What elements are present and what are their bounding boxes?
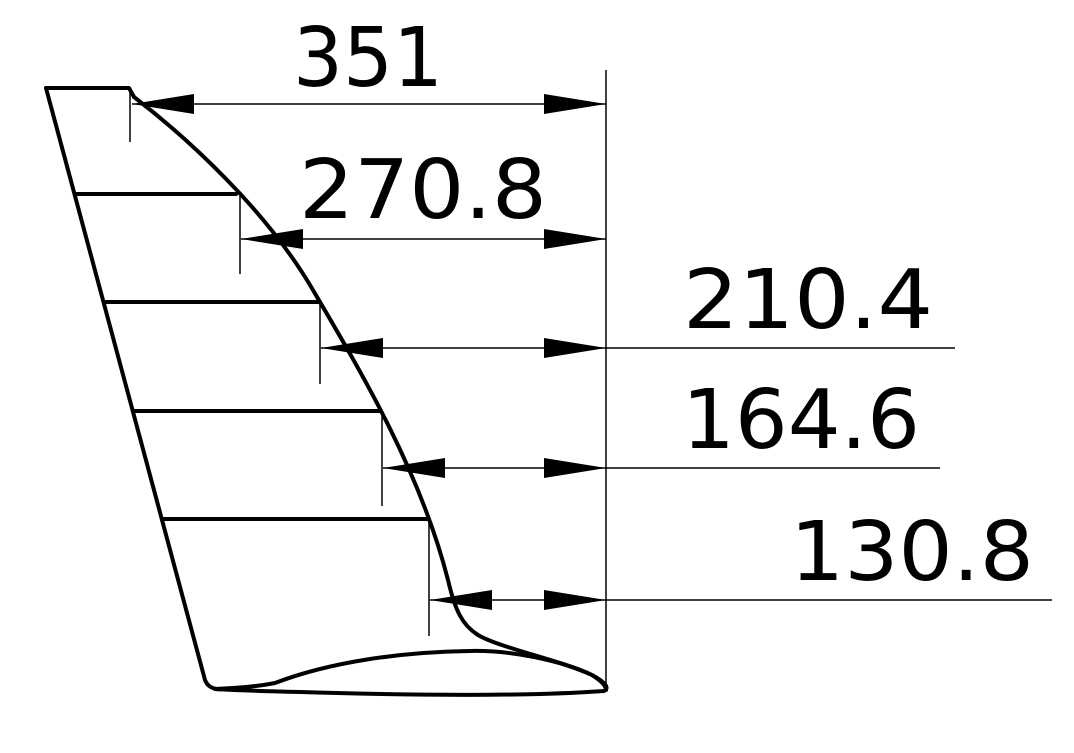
- dimension-label-210: 210.4: [683, 253, 933, 348]
- wing-leading-edge: [44, 86, 136, 99]
- leader-lines: [606, 347, 1052, 601]
- dimension-label-164: 164.6: [682, 373, 920, 468]
- dimension-labels: 351 270.8 210.4 164.6 130.8: [293, 11, 1034, 600]
- wing-root-fillet: [213, 648, 609, 697]
- extension-lines: [129, 90, 430, 636]
- dimension-label-270: 270.8: [299, 143, 547, 238]
- dimension-lines: [132, 94, 606, 610]
- wing-ribs: [75, 192, 430, 521]
- wing-root-edge: [44, 86, 227, 692]
- wing-outline: [44, 86, 609, 697]
- dimension-label-351: 351: [293, 11, 443, 106]
- dimension-label-130: 130.8: [790, 505, 1034, 600]
